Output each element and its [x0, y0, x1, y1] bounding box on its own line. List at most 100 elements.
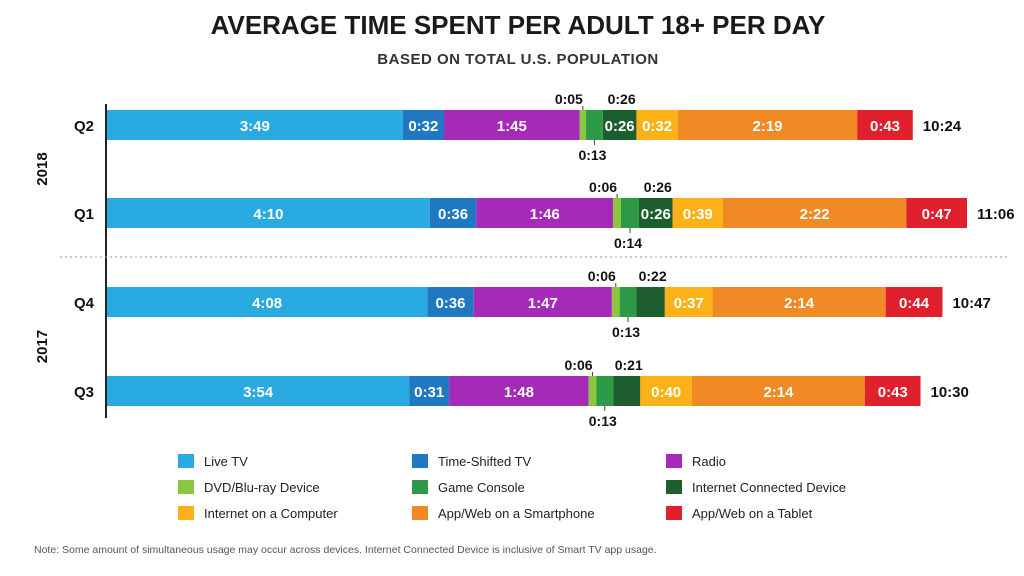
bar-segment: [429, 198, 477, 228]
segment-label: 1:45: [497, 118, 527, 135]
bar-segment: [613, 376, 641, 406]
legend-label: App/Web on a Tablet: [692, 506, 813, 521]
legend-label: Internet Connected Device: [692, 480, 846, 495]
bar-segment: [579, 110, 587, 140]
segment-label: 4:10: [253, 206, 283, 223]
bar-segment: [613, 198, 621, 228]
legend-swatch: [412, 454, 428, 468]
quarter-label: Q4: [74, 295, 95, 312]
legend-swatch: [412, 480, 428, 494]
quarter-label: Q3: [74, 384, 94, 401]
bar-segment: [602, 110, 637, 140]
bar-segment: [885, 287, 943, 317]
total-label: 10:24: [923, 118, 962, 135]
bar-segment: [677, 110, 858, 140]
segment-label: 2:14: [784, 295, 815, 312]
bar-segment: [640, 376, 692, 406]
bar-segment: [586, 110, 603, 140]
bar-segment: [636, 110, 678, 140]
bar-segment: [906, 198, 967, 228]
total-label: 11:06: [977, 206, 1015, 223]
quarter-label: Q2: [74, 118, 94, 135]
bar-segment: [664, 287, 713, 317]
legend-swatch: [666, 480, 682, 494]
segment-label: 0:36: [438, 206, 468, 223]
bar-segment: [402, 110, 445, 140]
segment-label: 0:43: [878, 384, 908, 401]
segment-label: 0:43: [870, 118, 900, 135]
segment-label: 0:36: [435, 295, 465, 312]
legend-label: Live TV: [204, 454, 248, 469]
segment-label: 0:26: [605, 118, 635, 135]
bar-segment: [712, 287, 886, 317]
connected-device-value-label: 0:22: [639, 268, 667, 284]
bar-segment: [864, 376, 921, 406]
bar-segment: [639, 198, 673, 228]
segment-label: 4:08: [252, 295, 282, 312]
connected-device-value-label: 0:26: [644, 179, 672, 195]
game-console-value-label: 0:14: [614, 235, 642, 251]
chart-subtitle: BASED ON TOTAL U.S. POPULATION: [377, 51, 658, 68]
legend-label: Time-Shifted TV: [438, 454, 532, 469]
legend-label: Game Console: [438, 480, 525, 495]
bar-segment: [449, 376, 589, 406]
bar-segment: [691, 376, 865, 406]
legend-label: Radio: [692, 454, 726, 469]
segment-label: 0:32: [408, 118, 438, 135]
bars-layer: 3:49 0:32 1:45 0:26 0:32 2:19 0:43 0:05 0:26 0:13…: [107, 91, 1015, 429]
segment-label: 0:39: [683, 206, 713, 223]
bar-segment: [473, 287, 612, 317]
bar-segment: [636, 287, 665, 317]
quarter-label: Q1: [74, 206, 94, 223]
game-console-value-label: 0:13: [612, 324, 640, 340]
dvd-value-label: 0:05: [555, 91, 583, 107]
segment-label: 3:49: [240, 118, 270, 135]
year-label: 2017: [34, 330, 51, 363]
segment-label: 0:44: [899, 295, 930, 312]
year-label: 2018: [34, 152, 51, 185]
bar-segment: [596, 376, 614, 406]
connected-device-value-label: 0:21: [615, 357, 643, 373]
legend-swatch: [666, 454, 682, 468]
bar-segment: [620, 198, 640, 228]
bar-segment: [857, 110, 913, 140]
legend-swatch: [412, 506, 428, 520]
bar-segment: [107, 287, 428, 317]
bar-segment: [107, 198, 430, 228]
segment-label: 2:19: [752, 118, 782, 135]
bar-segment: [107, 110, 403, 140]
segment-label: 0:32: [642, 118, 672, 135]
segment-label: 3:54: [243, 384, 274, 401]
segment-label: 1:48: [504, 384, 534, 401]
bar-segment: [444, 110, 580, 140]
legend-label: DVD/Blu-ray Device: [204, 480, 320, 495]
bar-segment: [476, 198, 614, 228]
legend-swatch: [666, 506, 682, 520]
legend-swatch: [178, 454, 194, 468]
game-console-value-label: 0:13: [578, 147, 606, 163]
bar-segment: [427, 287, 474, 317]
legend-label: Internet on a Computer: [204, 506, 338, 521]
segment-label: 0:47: [922, 206, 952, 223]
connected-device-value-label: 0:26: [608, 91, 636, 107]
bar-segment: [619, 287, 637, 317]
legend-label: App/Web on a Smartphone: [438, 506, 595, 521]
legend-swatch: [178, 480, 194, 494]
game-console-value-label: 0:13: [589, 413, 617, 429]
bar-segment: [611, 287, 620, 317]
axis-labels-layer: Q2 Q1 Q4 Q3 2018 2017: [34, 118, 95, 401]
legend-swatch: [178, 506, 194, 520]
segment-label: 2:22: [800, 206, 830, 223]
chart-title: AVERAGE TIME SPENT PER ADULT 18+ PER DAY: [211, 10, 826, 40]
bar-segment: [409, 376, 450, 406]
dvd-value-label: 0:06: [589, 179, 617, 195]
segment-label: 1:47: [528, 295, 558, 312]
bar-segment: [722, 198, 907, 228]
total-label: 10:30: [931, 384, 969, 401]
segment-label: 0:31: [414, 384, 444, 401]
segment-label: 0:26: [641, 206, 671, 223]
dvd-value-label: 0:06: [588, 268, 616, 284]
total-label: 10:47: [952, 295, 990, 312]
bar-segment: [672, 198, 723, 228]
